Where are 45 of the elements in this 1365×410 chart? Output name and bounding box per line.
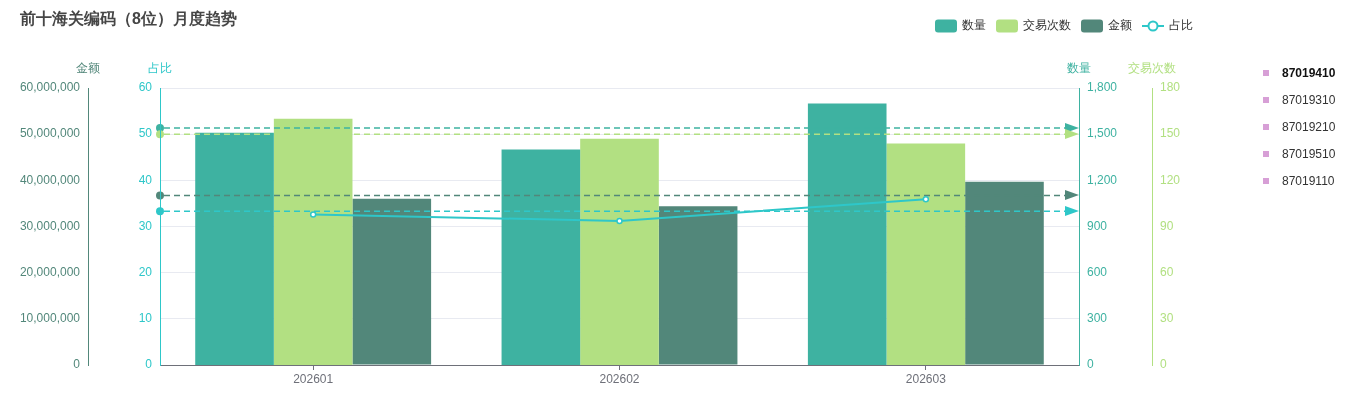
legend-label: 占比 [1169,18,1193,33]
chart-title: 前十海关编码（8位）月度趋势 [19,9,237,29]
y2-tick-label: 1,200 [1087,172,1118,187]
legend-label: 数量 [962,18,986,33]
x-tick-label: 202602 [599,371,640,386]
legend-label: 金额 [1108,18,1132,33]
y-tick-label: 30,000,000 [19,218,81,233]
y-tick-label: 20,000,000 [19,264,81,279]
y3-tick-label: 150 [1160,126,1181,141]
text: 87019510 [1282,146,1336,161]
y-tick-label: 40 [138,172,153,187]
x-tick-label: 202601 [293,371,334,386]
y-tick-label: 10,000,000 [19,311,81,326]
y-axis-title: 金额 [76,61,100,76]
y2-tick-label: 900 [1087,218,1108,233]
y2-tick-label: 1,800 [1087,80,1118,95]
y3-tick-label: 60 [1160,264,1174,279]
y2-tick-label: 0 [1087,357,1094,372]
y2-tick-label: 300 [1087,311,1108,326]
x-tick-label: 202603 [905,371,947,386]
text: 87019210 [1282,119,1336,134]
y3-axis-title: 交易次数 [1128,61,1176,76]
y-tick-label: 0 [145,357,153,372]
y-tick-label: 40,000,000 [19,172,81,187]
legend-label: 交易次数 [1023,18,1071,33]
y-tick-label: 60,000,000 [19,80,81,95]
y3-tick-label: 30 [1160,311,1174,326]
y-tick-label: 20 [138,264,153,279]
y-tick-label: 50 [138,126,153,141]
text: 87019410 [1282,65,1336,80]
y2-tick-label: 600 [1087,264,1108,279]
y3-tick-label: 0 [1160,357,1167,372]
y-tick-label: 30 [138,218,153,233]
text: 87019310 [1282,92,1336,107]
y2-axis-title: 数量 [1067,61,1091,76]
y-tick-label: 60 [138,80,153,95]
y3-tick-label: 90 [1160,218,1174,233]
y-tick-label: 10 [138,311,153,326]
y-tick-label: 50,000,000 [19,126,81,141]
text: 87019110 [1282,173,1335,188]
y2-tick-label: 1,500 [1087,126,1118,141]
y3-tick-label: 120 [1160,172,1181,187]
y3-tick-label: 180 [1160,80,1181,95]
y-tick-label: 0 [73,357,81,372]
y-axis-title: 占比 [148,61,172,76]
